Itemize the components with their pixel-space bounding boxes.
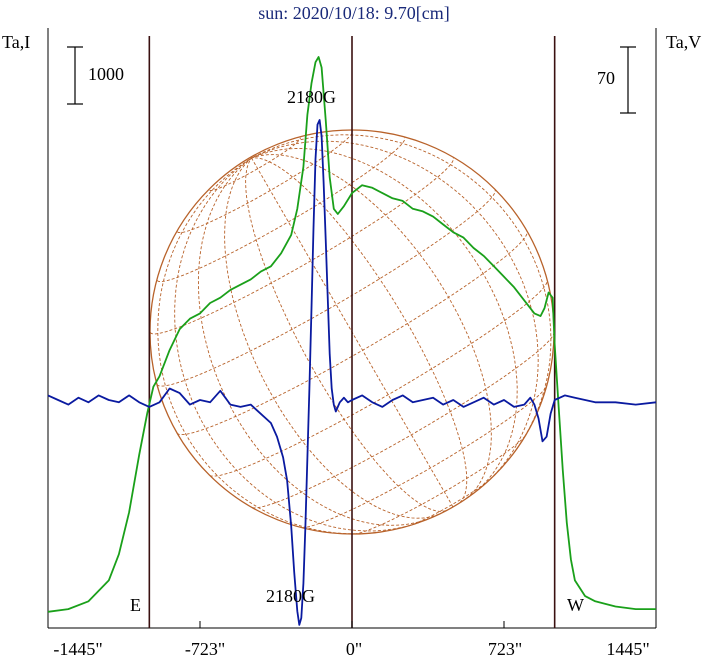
longitude-line: [251, 154, 492, 499]
west-limb-label: W: [567, 595, 584, 615]
x-tick-label: 723": [487, 639, 523, 659]
latitude-line: [149, 157, 454, 335]
limb-lines: [148, 36, 556, 628]
latitude-line: [156, 137, 406, 282]
x-tick-label: -723": [184, 639, 226, 659]
latitude-line: [156, 189, 496, 387]
right-scale-label: 70: [597, 68, 615, 88]
latitude-line: [209, 280, 548, 477]
latitude-line: [209, 137, 301, 191]
annotation-i-peak: 2180G: [287, 87, 336, 107]
longitude-line: [251, 157, 454, 508]
longitude-line: [245, 157, 446, 512]
east-limb-label: E: [130, 595, 141, 615]
left-scale-label: 1000: [88, 64, 124, 84]
x-tick-label: -1445": [53, 639, 103, 659]
latitude-line: [302, 386, 547, 529]
series-stokes-i-line: [47, 56, 656, 613]
longitude-line: [251, 157, 468, 503]
longitude-line: [251, 134, 552, 454]
right-axis-label: Ta,V: [666, 32, 702, 52]
x-tick-label: 0": [345, 639, 363, 659]
chart-title: sun: 2020/10/18: 9.70[cm]: [258, 3, 450, 23]
left-axis-label: Ta,I: [2, 32, 31, 52]
longitude-line: [197, 157, 434, 526]
longitude-line: [224, 157, 440, 519]
series-stokes-v-line: [47, 119, 657, 626]
longitude-line: [157, 157, 377, 535]
left-scale-bar: [67, 46, 83, 105]
latitude-line: [252, 333, 555, 509]
longitude-line: [174, 157, 421, 532]
annotation-v-trough: 2180G: [266, 586, 315, 606]
longitude-line: [251, 148, 518, 496]
right-scale-bar: [620, 46, 636, 114]
x-axis-ticks: [47, 621, 657, 628]
x-tick-label: 1445": [606, 639, 650, 659]
longitude-line: [251, 140, 539, 487]
